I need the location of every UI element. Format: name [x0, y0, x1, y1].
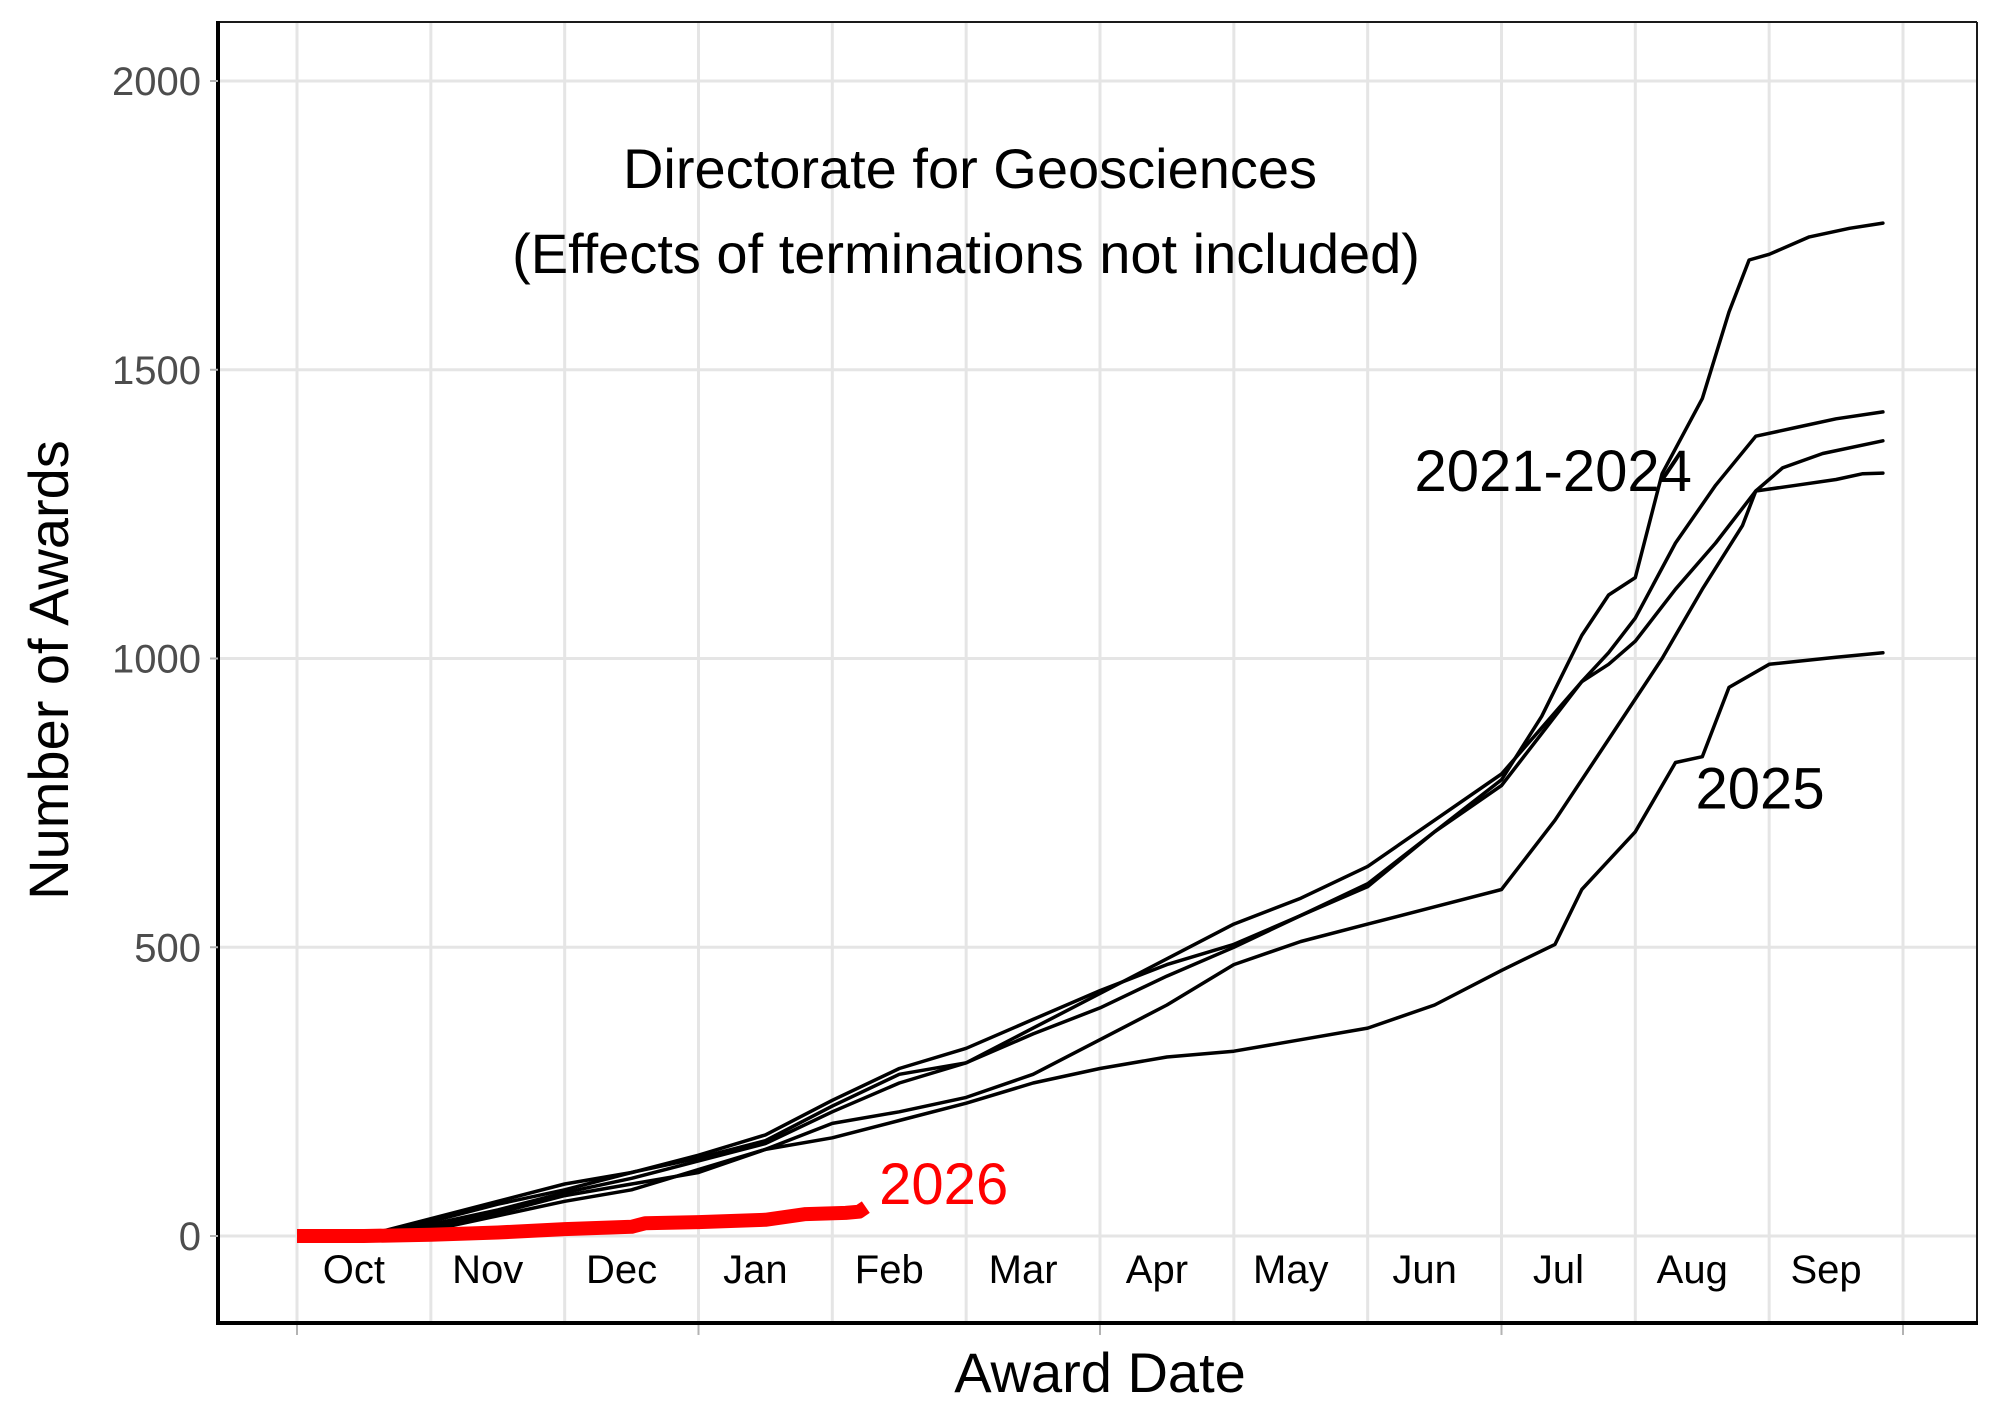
series-line-2021-2024	[362, 410, 1885, 1238]
x-tick-label-oct: Oct	[323, 1248, 385, 1292]
x-tick-label-jan: Jan	[723, 1248, 788, 1292]
x-tick-label-apr: Apr	[1126, 1248, 1188, 1292]
annotation-2021-2024: 2021-2024	[1415, 439, 1692, 504]
series-lines	[297, 221, 1885, 1243]
grid-lines	[218, 22, 1977, 1323]
annotation-2026: 2026	[879, 1152, 1008, 1217]
y-tick-label: 1500	[112, 349, 201, 393]
annotation-2025: 2025	[1696, 757, 1825, 822]
x-tick-label-may: May	[1253, 1248, 1329, 1292]
x-tick-label-jun: Jun	[1392, 1248, 1457, 1292]
x-tick-label-aug: Aug	[1657, 1248, 1728, 1292]
x-tick-label-feb: Feb	[855, 1248, 924, 1292]
x-tick-label-nov: Nov	[452, 1248, 523, 1292]
tick-labels: 0 500 1000 1500 2000 Oct Nov Dec Jan Feb Mar Apr May…	[112, 60, 1862, 1292]
x-tick-label-jul: Jul	[1533, 1248, 1584, 1292]
annotations: 2021-2024 2025 2026	[879, 439, 1824, 1217]
y-tick-label: 0	[179, 1215, 201, 1259]
series-line-2021-2024	[362, 439, 1885, 1238]
axes	[210, 21, 1978, 1335]
y-tick-label: 500	[134, 926, 201, 970]
chart-title-line-2: (Effects of terminations not included)	[512, 222, 1420, 285]
y-tick-label: 1000	[112, 638, 201, 682]
series-line-2025	[362, 650, 1885, 1238]
x-axis-title: Award Date	[954, 1341, 1246, 1404]
x-tick-label-sep: Sep	[1790, 1248, 1861, 1292]
chart-title-line-1: Directorate for Geosciences	[623, 137, 1317, 200]
y-tick-label: 2000	[112, 60, 201, 104]
x-tick-label-mar: Mar	[989, 1248, 1058, 1292]
y-axis-title: Number of Awards	[17, 440, 80, 900]
series-line-2026	[297, 1201, 870, 1243]
x-tick-label-dec: Dec	[586, 1248, 657, 1292]
